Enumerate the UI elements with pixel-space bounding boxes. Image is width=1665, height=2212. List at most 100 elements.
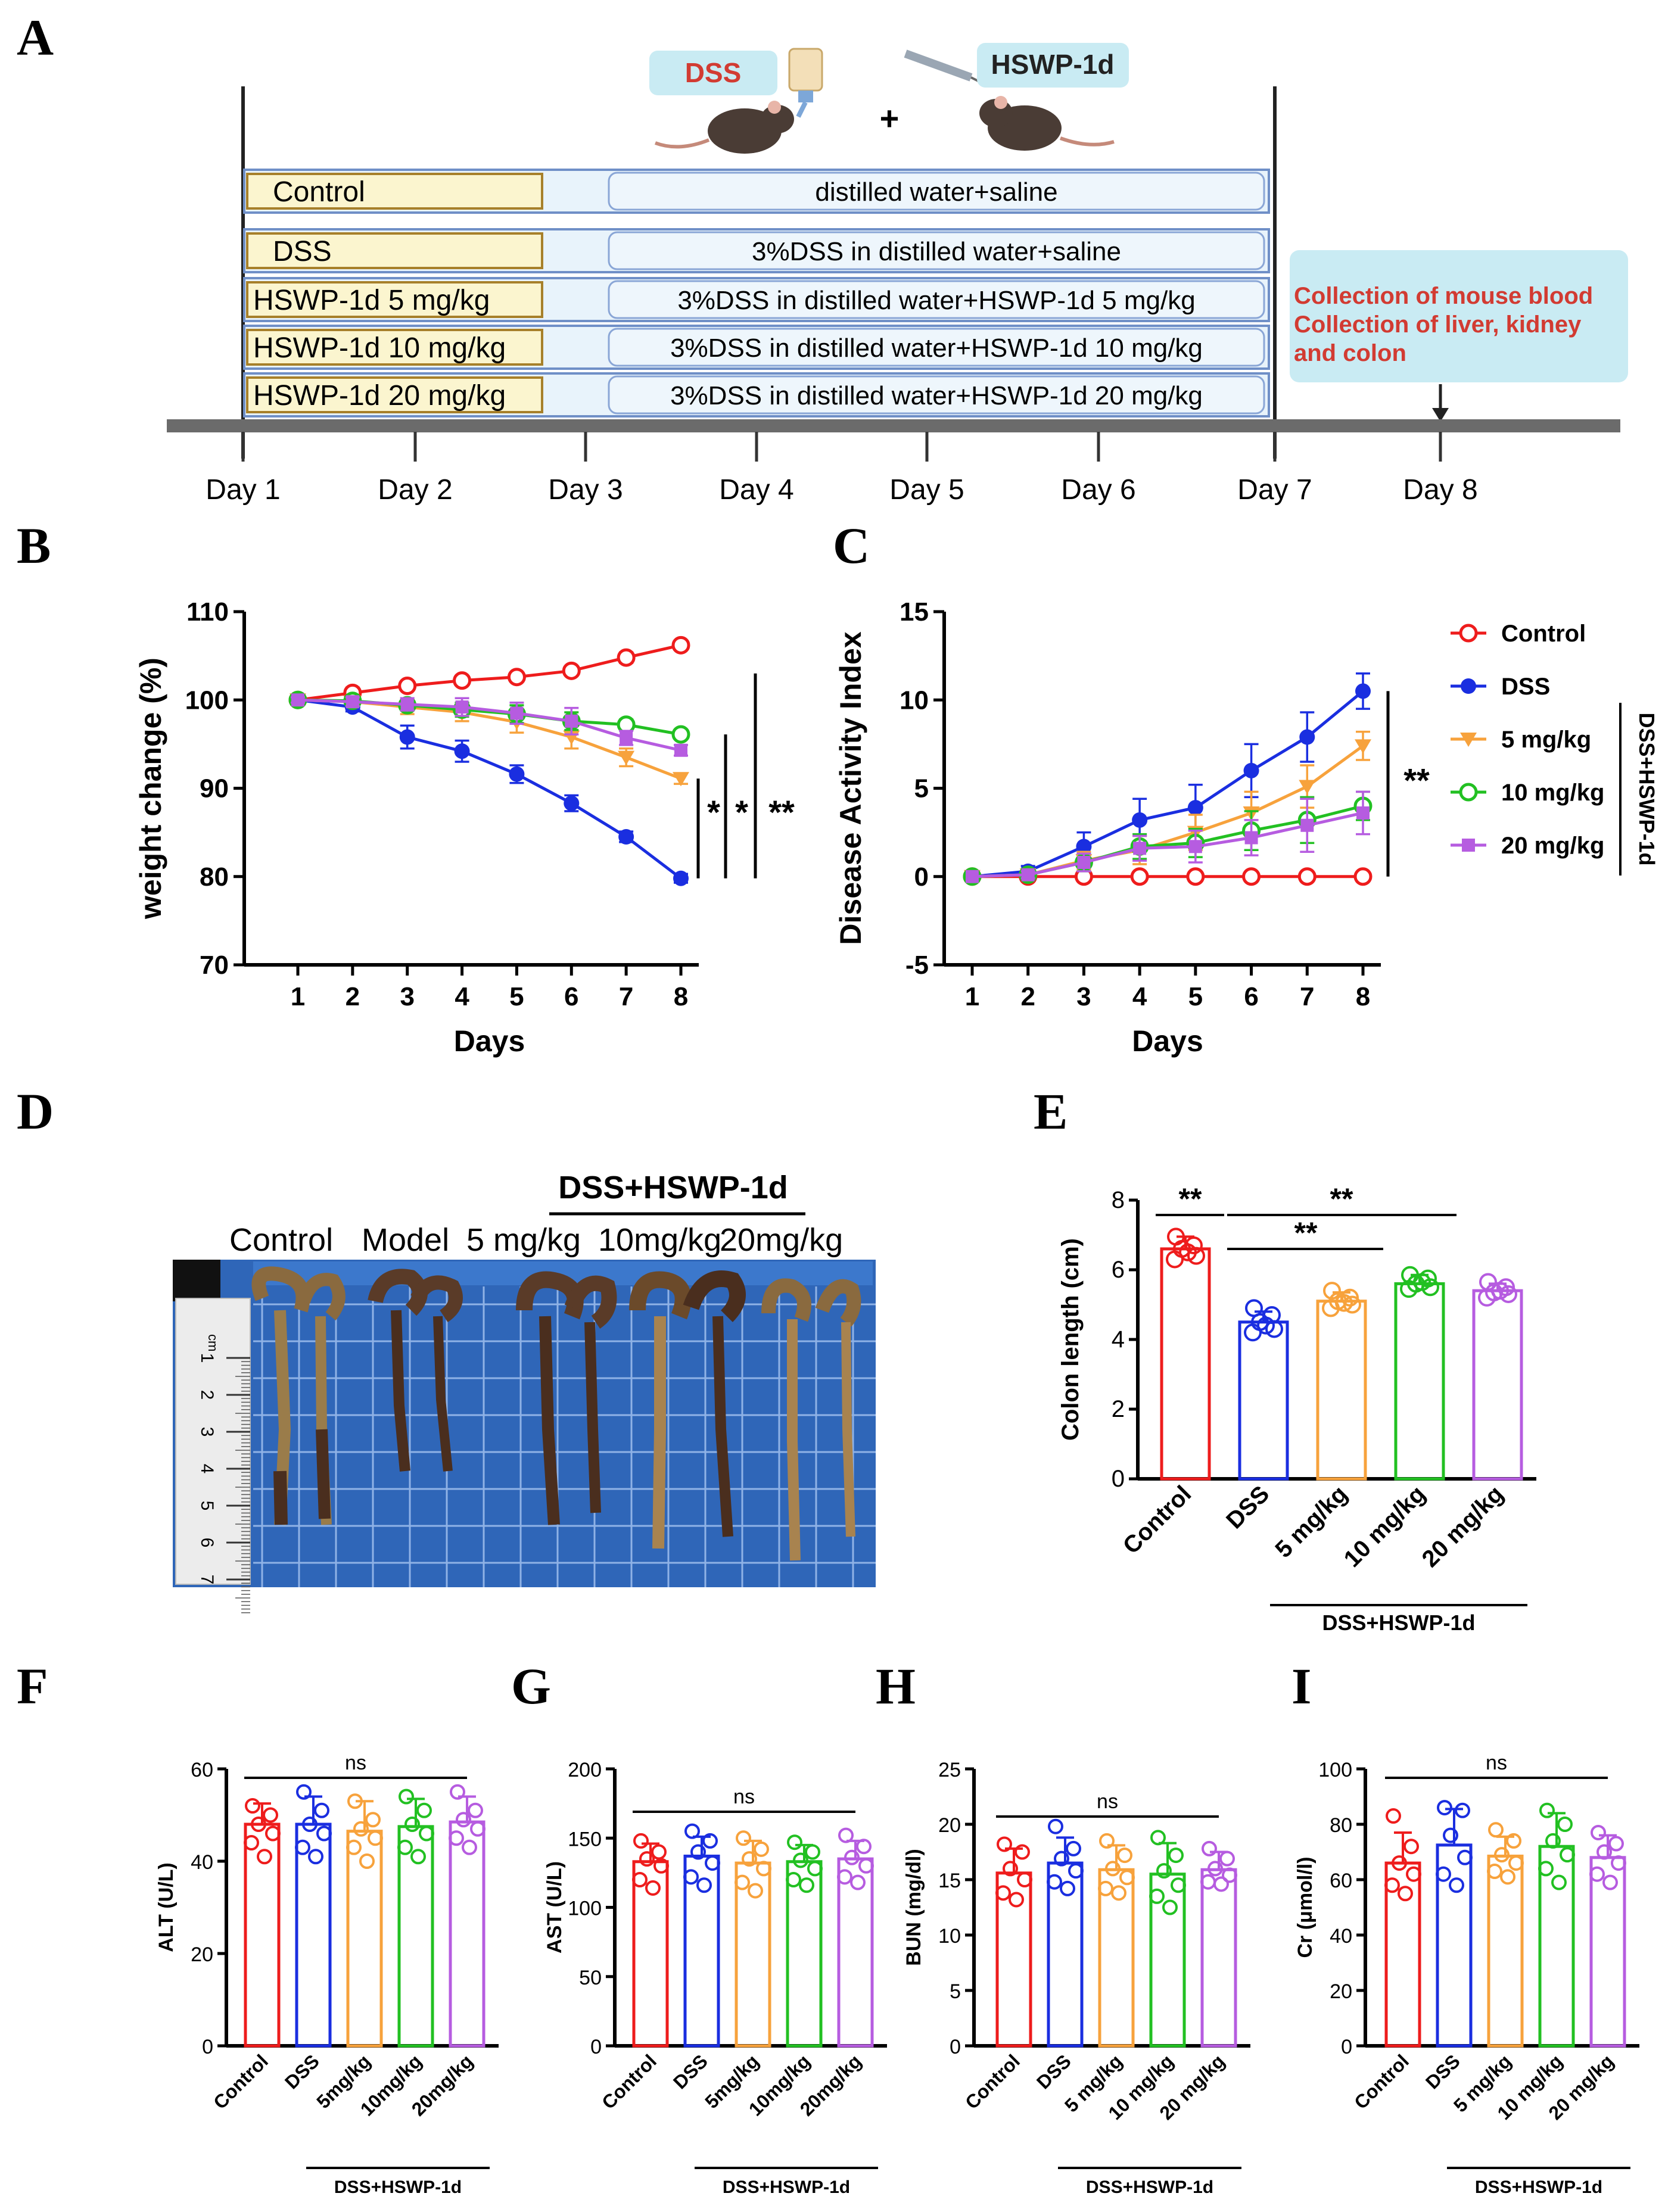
group-bracket-label: DSS+HSWP-1d bbox=[334, 2177, 462, 2197]
series-line bbox=[297, 698, 682, 880]
colon-5mg-2 bbox=[564, 1275, 617, 1513]
data-point bbox=[1021, 868, 1035, 881]
arrow-down-icon bbox=[1432, 384, 1449, 422]
data-point bbox=[671, 725, 690, 744]
data-point bbox=[1047, 1874, 1062, 1890]
x-tick-label: 1 bbox=[965, 982, 979, 1011]
bar bbox=[449, 1820, 486, 2048]
day-label: Day 7 bbox=[1237, 474, 1312, 506]
panel-letter-b: B bbox=[17, 517, 51, 574]
y-tick-label: 5 bbox=[914, 774, 929, 803]
bar-group bbox=[1047, 1818, 1084, 2048]
data-point bbox=[291, 693, 304, 707]
panel-d-colon-photo: DSS+HSWP-1d Control Model 5 mg/kg 10mg/k… bbox=[173, 1170, 876, 1613]
bar bbox=[1238, 1320, 1289, 1481]
data-point bbox=[245, 1798, 260, 1814]
day-ticks: Day 1 Day 2 Day 3 Day 4 Day 5 Day 6 Day 7 Day 8 bbox=[206, 432, 1478, 506]
data-point bbox=[1323, 1282, 1341, 1300]
data-point bbox=[1343, 1295, 1361, 1314]
data-point bbox=[453, 671, 472, 690]
ruler-number: 1 bbox=[197, 1353, 217, 1363]
data-point bbox=[742, 1851, 757, 1867]
legend: Control DSS 5 mg/kg 10 mg/kg 20 mg/kg DSS+HSW… bbox=[1451, 621, 1659, 876]
y-tick-label: 2 bbox=[1112, 1396, 1125, 1422]
panel-letter-h: H bbox=[876, 1658, 916, 1715]
data-point bbox=[1149, 1888, 1165, 1904]
data-point bbox=[1243, 762, 1259, 778]
bar-group bbox=[1394, 1266, 1445, 1481]
x-tick-label: Control bbox=[961, 2050, 1024, 2113]
bar-group bbox=[1149, 1830, 1186, 2048]
data-point bbox=[1384, 1877, 1400, 1893]
colon-10mg-2 bbox=[683, 1270, 746, 1537]
panel-a-timeline: DSS + HSWP-1d bbox=[167, 43, 1628, 506]
bar bbox=[1160, 1247, 1211, 1481]
comparison-label: ns bbox=[1486, 1752, 1507, 1774]
group-row: DSS 3%DSS in distilled water+saline bbox=[243, 228, 1270, 273]
colon-10mg-1 bbox=[629, 1271, 692, 1549]
data-point bbox=[997, 1836, 1012, 1852]
ruler-number: 5 bbox=[197, 1501, 217, 1511]
panel-letter-d: D bbox=[17, 1083, 54, 1140]
data-point bbox=[1488, 1822, 1504, 1838]
y-tick-label: 80 bbox=[1330, 1814, 1352, 1837]
legend-label: Control bbox=[1501, 621, 1586, 647]
x-tick-label: 6 bbox=[564, 982, 578, 1011]
data-point bbox=[1119, 1870, 1135, 1886]
x-tick-label: Control bbox=[1350, 2050, 1413, 2113]
data-point bbox=[1560, 1847, 1575, 1863]
data-point bbox=[1265, 1320, 1283, 1338]
ruler-number: 4 bbox=[197, 1464, 217, 1474]
y-tick-label: 25 bbox=[938, 1759, 961, 1781]
colon-model-1 bbox=[368, 1269, 428, 1472]
x-tick-label: 2 bbox=[1020, 982, 1035, 1011]
panel-letter-g: G bbox=[511, 1658, 551, 1715]
data-point bbox=[1105, 1861, 1121, 1877]
data-point bbox=[302, 1817, 318, 1832]
data-point bbox=[1150, 1830, 1166, 1846]
bar bbox=[1200, 1868, 1237, 2048]
bar-group bbox=[1098, 1833, 1135, 2048]
x-tick-label: 1 bbox=[291, 982, 305, 1011]
ruler-number: 6 bbox=[197, 1538, 217, 1548]
data-point bbox=[416, 1802, 432, 1818]
group-label-5mg: 5 mg/kg bbox=[466, 1222, 581, 1258]
data-point bbox=[705, 1855, 720, 1871]
x-tick-label: 3 bbox=[1076, 982, 1091, 1011]
bar-group bbox=[1238, 1299, 1289, 1481]
data-point bbox=[1009, 1892, 1024, 1908]
data-point bbox=[684, 1823, 700, 1839]
significance-label: ** bbox=[1403, 761, 1430, 799]
y-tick-label: 90 bbox=[200, 774, 229, 803]
data-point bbox=[1068, 1863, 1084, 1879]
data-point bbox=[244, 1835, 259, 1850]
data-point bbox=[455, 700, 469, 714]
data-point bbox=[673, 870, 689, 886]
legend-label: 20 mg/kg bbox=[1501, 833, 1604, 859]
data-point bbox=[787, 1834, 802, 1850]
data-point bbox=[1499, 1285, 1517, 1303]
data-point bbox=[400, 697, 414, 711]
data-point bbox=[1207, 1861, 1223, 1877]
data-point bbox=[1538, 1861, 1554, 1877]
x-tick-label: 8 bbox=[674, 982, 688, 1011]
x-tick-label: 7 bbox=[619, 982, 633, 1011]
data-point bbox=[858, 1858, 874, 1874]
data-point bbox=[645, 1880, 661, 1896]
x-tick-label: 6 bbox=[1244, 982, 1258, 1011]
data-point bbox=[454, 743, 470, 759]
data-point bbox=[1392, 1855, 1407, 1871]
data-point bbox=[251, 1817, 266, 1832]
data-point bbox=[470, 1821, 486, 1837]
y-tick-label: 40 bbox=[191, 1851, 213, 1874]
data-point bbox=[1608, 1836, 1624, 1852]
group-treatment: distilled water+saline bbox=[815, 177, 1057, 207]
comparison-label: ns bbox=[1097, 1790, 1118, 1813]
data-point bbox=[807, 1861, 823, 1877]
y-tick-label: 0 bbox=[950, 2036, 961, 2058]
data-point bbox=[1242, 867, 1261, 886]
photo-corner bbox=[173, 1260, 220, 1301]
data-point bbox=[1202, 1840, 1217, 1856]
data-point bbox=[1200, 1874, 1216, 1890]
